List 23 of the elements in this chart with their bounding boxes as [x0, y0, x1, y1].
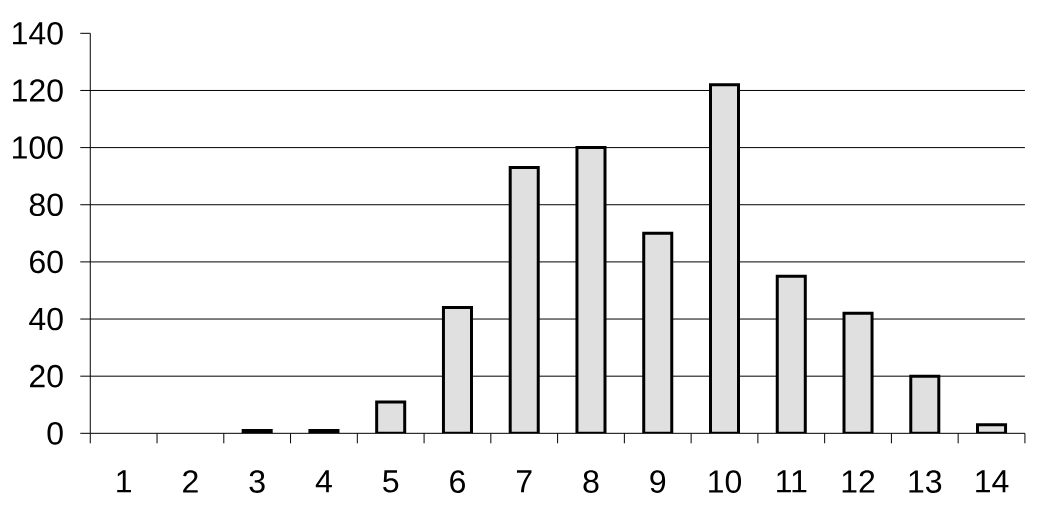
x-tick-label: 11 — [777, 470, 807, 493]
x-tick-label: 10 — [709, 470, 742, 493]
x-tick-label: 5 — [383, 470, 399, 493]
y-tick-label: 20 — [30, 364, 63, 388]
y-tick-label: 140 — [13, 22, 63, 45]
y-tick-label: 0 — [47, 422, 63, 445]
y-tick-label: 120 — [13, 79, 63, 102]
y-tick-label: 60 — [30, 250, 63, 274]
x-tick-label: 7 — [516, 470, 532, 493]
x-tick-label: 13 — [909, 470, 942, 493]
y-tick-label: 40 — [29, 307, 63, 331]
x-tick-label: 8 — [583, 470, 599, 493]
x-tick-label: 1 — [117, 470, 131, 493]
x-tick-label: 6 — [450, 470, 465, 493]
x-tick-label: 2 — [183, 470, 198, 493]
x-tick-label: 14 — [976, 470, 1009, 493]
x-tick-label: 3 — [249, 470, 265, 493]
y-tick-label: 100 — [13, 136, 63, 159]
x-tick-label: 4 — [315, 470, 332, 493]
x-tick-label: 12 — [842, 470, 875, 493]
y-tick-label: 80 — [29, 193, 63, 217]
bar — [575, 146, 607, 434]
x-tick-label: 9 — [650, 470, 666, 493]
